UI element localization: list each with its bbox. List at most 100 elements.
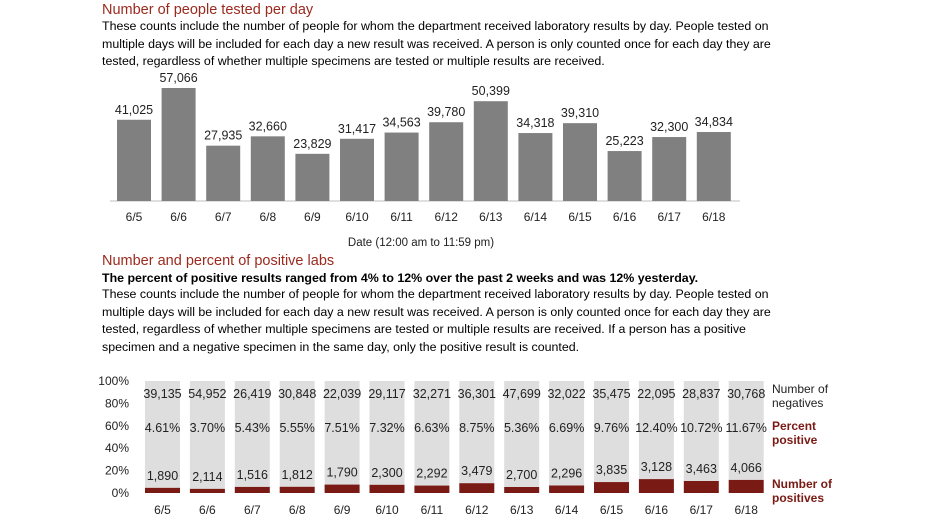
negatives-bar-6/15: [594, 381, 629, 483]
tested-x-tick: 6/7: [215, 210, 232, 224]
positive-y-tick: 100%: [98, 374, 129, 388]
positive-y-tick: 20%: [105, 464, 129, 478]
positive-chart-description: These counts include the number of peopl…: [102, 287, 771, 354]
negatives-label: 29,117: [368, 387, 405, 401]
tested-bar-6/8: [250, 136, 285, 201]
tested-bar-6/14: [518, 133, 553, 201]
positives-bar-6/12: [459, 483, 495, 493]
percent-positive-label: 7.51%: [324, 421, 359, 435]
positives-bar-6/18: [728, 479, 764, 493]
tested-bar-6/7: [206, 145, 241, 201]
tested-bar-label: 23,829: [293, 137, 331, 151]
positive-x-tick: 6/13: [510, 503, 534, 517]
negatives-bar-6/10: [369, 381, 405, 485]
negatives-label: 30,848: [278, 387, 316, 401]
negatives-label: 22,095: [637, 387, 675, 401]
tested-bar-label: 31,417: [338, 122, 376, 136]
tested-x-tick: 6/17: [658, 210, 682, 224]
legend-percent-positive: Percent positive: [772, 419, 818, 447]
positives-label: 1,790: [326, 466, 357, 480]
tested-bar-label: 50,399: [472, 84, 510, 98]
tested-x-tick: 6/15: [568, 210, 592, 224]
positive-chart-summary: The percent of positive results ranged f…: [102, 271, 699, 285]
positive-y-tick: 40%: [105, 441, 129, 455]
negatives-bar-6/8: [279, 381, 315, 487]
negatives-label: 39,135: [143, 387, 181, 401]
tested-bar-label: 34,318: [516, 116, 554, 130]
positive-x-tick: 6/7: [244, 503, 261, 517]
negatives-label: 35,475: [592, 387, 630, 401]
positives-label: 2,296: [551, 467, 582, 481]
tested-bar-6/16: [607, 151, 642, 201]
negatives-label: 47,699: [503, 387, 541, 401]
negatives-label: 22,039: [323, 387, 361, 401]
positives-bar-6/17: [683, 480, 719, 493]
tested-x-tick: 6/12: [435, 210, 459, 224]
positives-label: 2,114: [192, 470, 222, 484]
tested-bar-6/11: [384, 132, 419, 201]
positives-bar-6/9: [324, 484, 360, 493]
positive-x-tick: 6/11: [421, 503, 444, 517]
tested-bar-label: 57,066: [159, 71, 197, 85]
percent-positive-label: 12.40%: [635, 421, 677, 435]
positives-bar-6/5: [145, 487, 180, 493]
percent-positive-label: 11.67%: [725, 421, 766, 435]
tested-x-tick: 6/5: [126, 210, 143, 224]
positive-x-tick: 6/14: [555, 503, 579, 517]
positive-y-tick: 0%: [112, 486, 130, 500]
tested-chart-description: These counts include the number of peopl…: [102, 19, 771, 68]
tested-bar-6/18: [696, 132, 731, 201]
tested-bar-6/17: [652, 137, 687, 201]
negatives-bar-6/12: [459, 381, 495, 484]
negatives-label: 26,419: [233, 387, 271, 401]
negatives-bar-6/17: [683, 381, 719, 481]
percent-positive-label: 3.70%: [190, 421, 225, 435]
tested-bar-6/13: [473, 101, 508, 201]
tested-x-tick: 6/10: [345, 210, 369, 224]
negatives-bar-6/16: [638, 381, 674, 480]
negatives-label: 54,952: [188, 387, 226, 401]
positives-label: 3,479: [461, 464, 492, 478]
positive-x-tick: 6/16: [645, 503, 669, 517]
positives-label: 1,890: [147, 469, 178, 483]
negatives-bar-6/7: [234, 381, 270, 487]
legend-positives: Number of positives: [772, 477, 833, 505]
percent-positive-label: 5.43%: [235, 421, 270, 435]
negatives-label: 32,022: [547, 387, 585, 401]
positives-label: 3,128: [641, 460, 672, 474]
positive-x-tick: 6/17: [690, 503, 714, 517]
positives-bar-6/8: [279, 486, 315, 493]
tested-x-tick: 6/18: [702, 210, 726, 224]
tested-bar-6/5: [117, 119, 151, 201]
negatives-bar-6/5: [145, 381, 180, 488]
percent-positive-label: 4.61%: [145, 421, 180, 435]
tested-x-tick: 6/14: [524, 210, 548, 224]
negatives-bar-6/14: [549, 381, 585, 486]
tested-bar-label: 27,935: [204, 129, 242, 143]
positive-x-tick: 6/5: [154, 503, 171, 517]
positive-x-tick: 6/10: [375, 503, 399, 517]
positives-label: 3,463: [686, 462, 717, 476]
tested-x-tick: 6/16: [613, 210, 637, 224]
tested-x-tick: 6/6: [170, 210, 187, 224]
positive-y-tick: 80%: [105, 396, 129, 410]
negatives-bar-6/13: [504, 381, 540, 487]
positive-x-tick: 6/12: [465, 503, 489, 517]
tested-bar-label: 25,223: [605, 134, 643, 148]
percent-positive-label: 6.63%: [414, 421, 449, 435]
tested-x-tick: 6/8: [259, 210, 276, 224]
positives-bar-6/14: [549, 485, 585, 493]
tested-x-tick: 6/13: [479, 210, 503, 224]
positive-x-tick: 6/18: [735, 503, 759, 517]
positive-x-tick: 6/6: [199, 503, 216, 517]
tested-chart-title: Number of people tested per day: [102, 2, 314, 18]
percent-positive-label: 10.72%: [680, 421, 722, 435]
positives-bar-6/11: [414, 485, 450, 493]
tested-bar-label: 32,660: [249, 119, 287, 133]
positives-label: 1,516: [237, 468, 268, 482]
tested-bar-label: 34,563: [382, 116, 420, 130]
percent-positive-label: 7.32%: [369, 421, 404, 435]
positives-bar-6/16: [638, 479, 674, 493]
tested-bar-6/10: [340, 138, 374, 201]
